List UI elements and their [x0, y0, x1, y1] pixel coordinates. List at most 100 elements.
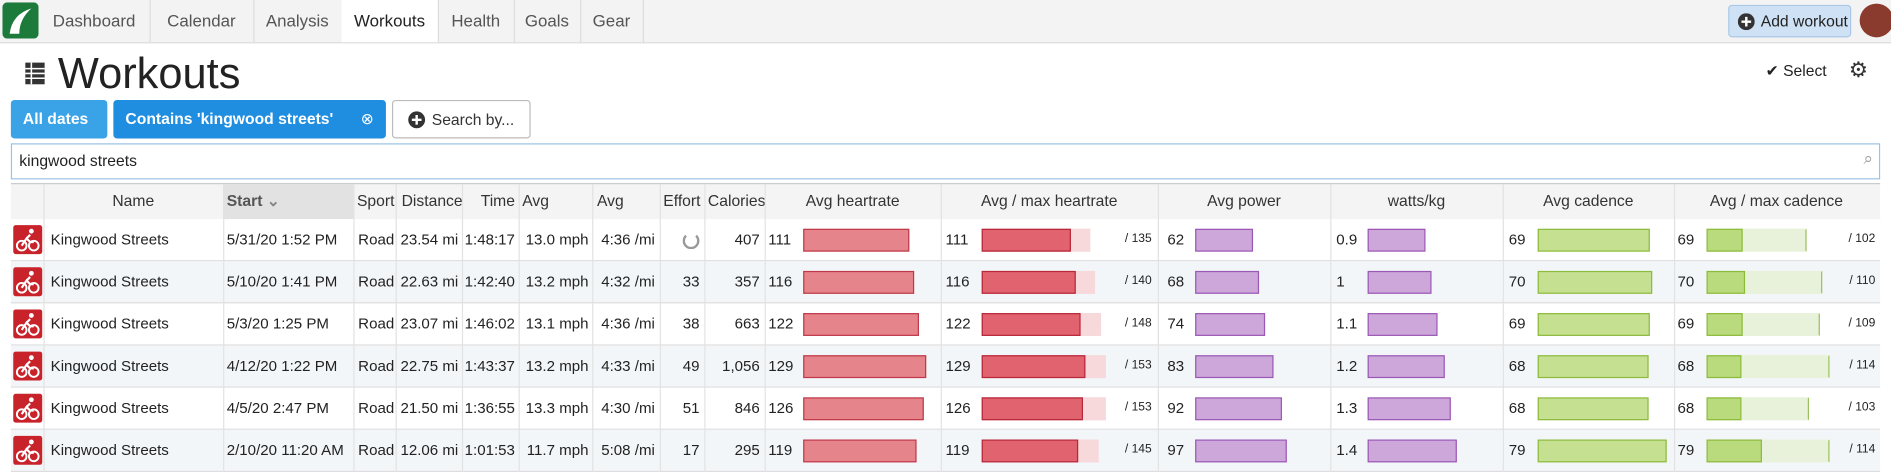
- distance: 22.75 mi: [400, 357, 459, 375]
- workout-name: Kingwood Streets: [50, 357, 169, 375]
- watts-per-kg: 1.4: [1336, 441, 1358, 459]
- start-time: 5/31/20 1:52 PM: [226, 231, 338, 249]
- column-header[interactable]: Avg / max heartrate: [980, 191, 1118, 210]
- avg-speed: 11.7 mph: [526, 441, 589, 459]
- workout-icon: [13, 393, 43, 423]
- nav-item[interactable]: Calendar: [150, 0, 255, 43]
- column-divider: [518, 184, 520, 472]
- max-cadence: / 114: [1849, 443, 1876, 457]
- add-workout-label: Add workout: [1760, 12, 1848, 31]
- avg-heartrate: 126: [945, 399, 971, 417]
- start-time: 2/10/20 11:20 AM: [226, 441, 344, 459]
- filter-all-dates[interactable]: All dates: [10, 99, 108, 139]
- avg-cadence-bar: [1706, 313, 1744, 336]
- wkg-bar: [1367, 228, 1426, 252]
- sort-header[interactable]: Start ⌄: [226, 191, 280, 210]
- remove-icon[interactable]: ⊗: [360, 109, 374, 128]
- avg-heartrate: 122: [768, 315, 794, 333]
- add-workout-button[interactable]: Add workout: [1728, 4, 1852, 38]
- search-input[interactable]: kingwood streets ⌕: [10, 143, 1881, 180]
- column-header[interactable]: Distance: [401, 191, 463, 210]
- avatar[interactable]: [1859, 3, 1891, 38]
- heartrate-bar: [803, 397, 924, 421]
- cadence-bar: [1537, 355, 1649, 379]
- duration: 1:46:02: [464, 315, 515, 333]
- cadence-bar: [1537, 313, 1650, 336]
- column-header[interactable]: Avg pace: [596, 191, 631, 243]
- column-header[interactable]: Sport: [356, 191, 395, 210]
- cadence-bar: [1537, 270, 1652, 294]
- column-header[interactable]: watts/kg: [1387, 191, 1446, 210]
- settings-icon[interactable]: ⚙: [1848, 57, 1869, 82]
- cadence-bar: [1537, 397, 1649, 421]
- workout-icon: [13, 351, 43, 381]
- watts-per-kg: 1.3: [1336, 399, 1358, 417]
- nav-item[interactable]: Goals: [514, 0, 582, 43]
- workout-name: Kingwood Streets: [50, 315, 169, 333]
- duration: 1:42:40: [464, 273, 515, 291]
- nav-item[interactable]: Health: [438, 0, 515, 43]
- avg-pace: 4:33 /mi: [601, 357, 655, 375]
- column-header[interactable]: Avg power: [1207, 191, 1281, 210]
- max-cadence: / 103: [1848, 400, 1876, 415]
- workout-icon: [13, 435, 43, 465]
- column-divider: [659, 184, 661, 472]
- column-divider: [395, 184, 397, 472]
- max-cadence: / 109: [1848, 316, 1876, 330]
- select-button[interactable]: ✔ Select: [1766, 61, 1827, 80]
- calories: 1,056: [722, 357, 760, 375]
- avg-cadence: 69: [1677, 231, 1695, 249]
- nav-bar: Dashboard Calendar Analysis Workouts Health G…: [0, 0, 1891, 44]
- column-divider: [1673, 184, 1676, 472]
- filter-contains[interactable]: Contains 'kingwood streets' ⊗: [113, 99, 386, 139]
- distance: 21.50 mi: [400, 399, 459, 417]
- max-heartrate: / 153: [1124, 358, 1152, 373]
- column-divider: [592, 184, 594, 472]
- workout-icon: [13, 267, 43, 297]
- wkg-bar: [1367, 397, 1451, 421]
- max-heartrate: / 148: [1124, 316, 1152, 330]
- heartrate-bar: [803, 439, 917, 463]
- column-header[interactable]: Avg cadence: [1543, 191, 1634, 210]
- avg-pace: 4:36 /mi: [601, 315, 655, 333]
- wkg-bar: [1367, 439, 1458, 463]
- column-header[interactable]: Avg heartrate: [805, 191, 900, 210]
- avg-cadence: 70: [1677, 273, 1695, 291]
- workout-icon: [13, 225, 43, 255]
- search-by-button[interactable]: Search by...: [391, 99, 531, 139]
- column-header[interactable]: Name: [112, 191, 155, 210]
- avg-cadence: 79: [1677, 441, 1695, 459]
- logo[interactable]: [2, 2, 39, 39]
- sorted-column: [223, 184, 354, 220]
- nav-item[interactable]: Analysis: [253, 0, 343, 43]
- avg-cadence: 68: [1508, 399, 1526, 417]
- duration: 1:43:37: [464, 357, 515, 375]
- avg-heartrate: 111: [945, 231, 969, 249]
- cyclist-glyph: [15, 397, 40, 420]
- avg-heartrate-bar: [981, 228, 1072, 252]
- column-divider: [704, 184, 706, 472]
- column-divider: [940, 184, 942, 472]
- wkg-bar: [1367, 355, 1445, 379]
- filter-label: Contains 'kingwood streets': [125, 109, 334, 128]
- column-header[interactable]: Avg speed: [522, 191, 565, 243]
- column-header[interactable]: Time: [480, 191, 515, 210]
- nav-item[interactable]: Dashboard: [39, 0, 151, 43]
- calories: 846: [734, 399, 760, 417]
- distance: 12.06 mi: [400, 441, 459, 459]
- column-header[interactable]: Effort: [663, 191, 701, 210]
- column-header[interactable]: Calories: [707, 191, 766, 210]
- search-icon: ⌕: [1863, 148, 1873, 168]
- workout-name: Kingwood Streets: [50, 399, 169, 417]
- column-header[interactable]: Avg / max cadence: [1709, 191, 1843, 210]
- avg-cadence-bar: [1706, 355, 1742, 379]
- nav-item[interactable]: Gear: [580, 0, 645, 43]
- max-heartrate: / 145: [1124, 443, 1152, 457]
- power-bar: [1195, 228, 1254, 252]
- plus-icon: [408, 111, 426, 129]
- nav-item[interactable]: Workouts: [341, 0, 439, 43]
- avg-speed: 13.0 mph: [525, 231, 589, 249]
- max-cadence: / 114: [1849, 358, 1876, 373]
